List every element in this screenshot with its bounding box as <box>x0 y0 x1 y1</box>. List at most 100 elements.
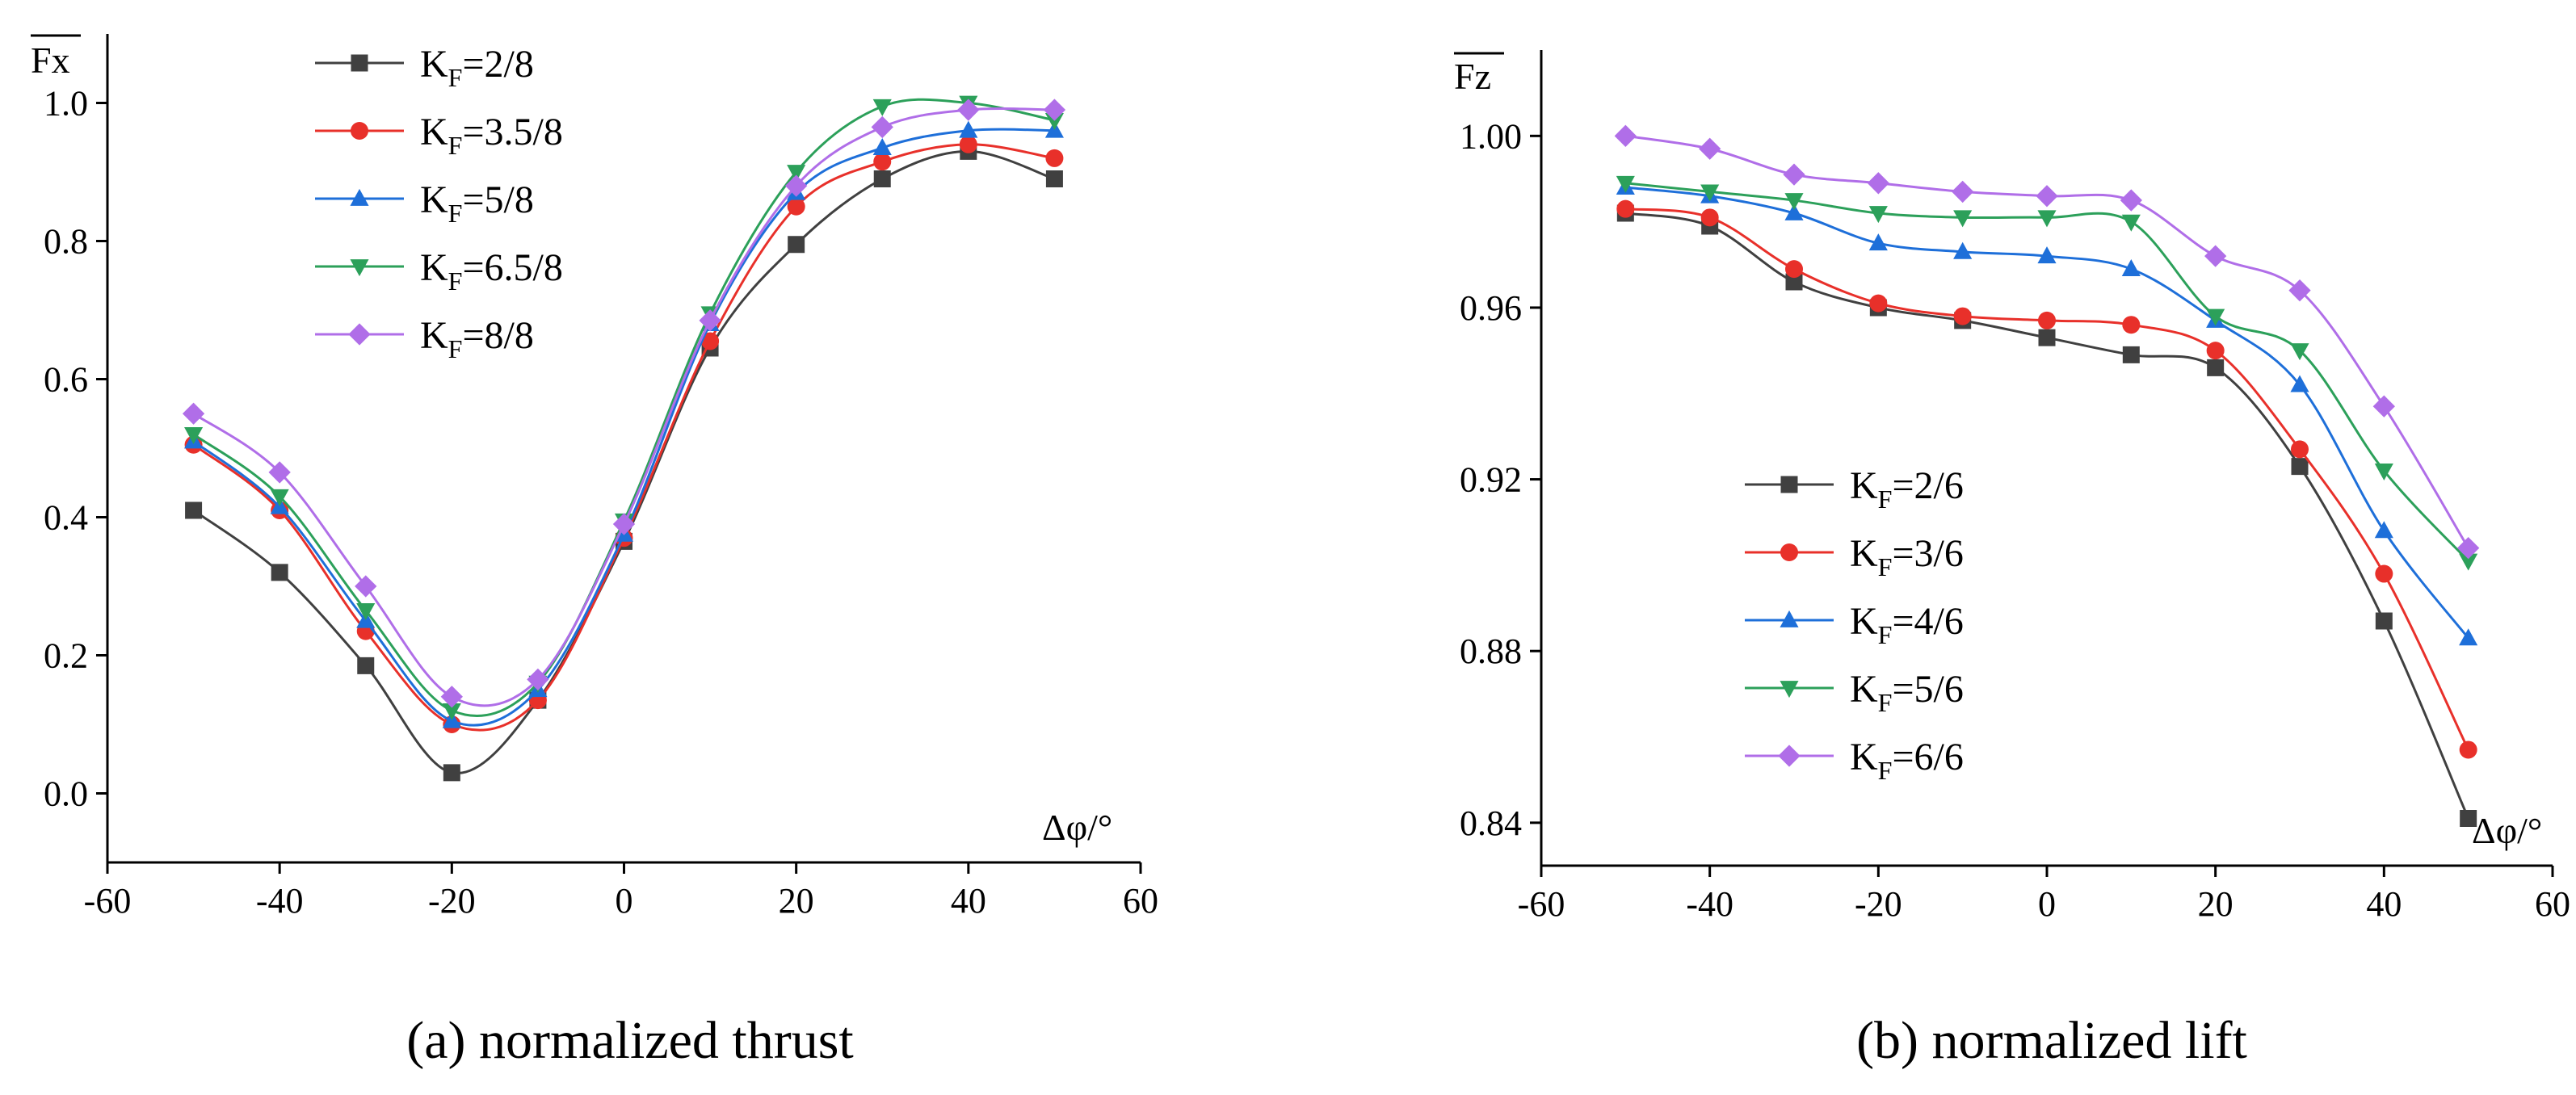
series-group <box>182 95 1066 782</box>
series-1-point-7 <box>788 236 805 254</box>
series-5-point-4 <box>1952 180 1974 203</box>
series-1-point-0 <box>185 501 203 519</box>
series-5-point-7 <box>785 174 808 197</box>
y-tick-label: 0.88 <box>1460 631 1522 671</box>
thrust-chart-panel: 0.0 0.2 0.4 0.6 0.8 1.0 -60 -40 -20 0 20 40 60 Fx Δ… <box>31 34 1158 1070</box>
series-3-point-3 <box>1868 233 1888 251</box>
series-1-point-9 <box>2375 612 2393 630</box>
y-ticks: 0.84 0.88 0.92 0.96 1.00 <box>1460 116 1541 843</box>
series-2-point-8 <box>2291 440 2309 459</box>
series-4-point-0 <box>184 426 204 444</box>
series-5-point-5 <box>2036 185 2058 208</box>
series-4-point-8 <box>2290 343 2309 361</box>
series-2-point-0 <box>1616 199 1635 218</box>
series-5-point-3 <box>1867 172 1889 195</box>
x-tick-label: 60 <box>1123 881 1158 921</box>
x-ticks: -60 -40 -20 0 20 40 60 <box>84 862 1158 921</box>
legend-label: KF=8/8 <box>420 314 534 363</box>
series-3-point-8 <box>872 138 892 155</box>
legend-swatch-point-2 <box>350 188 369 206</box>
series-5-point-9 <box>957 99 980 121</box>
series-3-point-4 <box>1953 241 1973 259</box>
series-3-point-9 <box>2374 521 2393 539</box>
y-tick-label: 0.6 <box>44 360 88 400</box>
legend-item-2: KF=3/6 <box>1745 532 1964 581</box>
series-5-point-2 <box>1783 163 1805 186</box>
x-tick-label: -60 <box>1518 884 1565 924</box>
series-3-line <box>1625 186 2469 640</box>
legend-swatch-point-0 <box>1780 476 1798 493</box>
legend-label: KF=2/6 <box>1850 464 1964 514</box>
series-1-point-8 <box>2291 458 2309 476</box>
series-3-line <box>192 128 1055 727</box>
y-tick-label: 0.8 <box>44 222 88 262</box>
series-5-point-3 <box>440 686 463 708</box>
series-5-point-8 <box>2288 279 2311 302</box>
x-tick-label: 60 <box>2535 884 2570 924</box>
x-tick-label: -40 <box>1686 884 1733 924</box>
legend-label: KF=6.5/8 <box>420 246 563 296</box>
legend-swatch-point-4 <box>1778 745 1801 767</box>
y-axis-label: Fz <box>1454 56 1491 97</box>
series-5-point-1 <box>268 461 291 484</box>
series-5-point-7 <box>2204 245 2227 267</box>
legend-item-5: KF=6/6 <box>1745 736 1964 785</box>
series-4-point-1 <box>270 489 289 506</box>
series-4-point-6 <box>2121 214 2141 232</box>
series-5-point-6 <box>699 309 721 332</box>
legend-swatch-point-2 <box>1780 610 1799 627</box>
series-4-point-10 <box>1044 112 1064 130</box>
series-4-point-3 <box>1868 206 1888 224</box>
x-tick-label: 20 <box>779 881 814 921</box>
series-3-point-2 <box>1784 203 1804 220</box>
series-4-point-1 <box>1700 184 1720 202</box>
y-tick-label: 0.84 <box>1460 803 1522 843</box>
series-4-point-0 <box>1616 175 1635 193</box>
series-2-point-9 <box>959 135 977 153</box>
y-axis-label: Fx <box>31 40 70 81</box>
series-1-point-10 <box>1045 170 1063 188</box>
series-4-line <box>192 98 1055 717</box>
legend-label: KF=3/6 <box>1850 532 1964 581</box>
legend-swatch-point-3 <box>350 259 369 277</box>
series-1-point-3 <box>443 764 460 782</box>
series-3-point-9 <box>959 120 978 138</box>
series-5-point-1 <box>1699 137 1721 160</box>
legend-item-1: KF=2/8 <box>315 43 534 92</box>
series-2-point-5 <box>2038 311 2056 329</box>
series-2-point-8 <box>873 153 892 171</box>
series-3-point-6 <box>2121 259 2141 277</box>
series-3-point-10 <box>2459 628 2478 646</box>
series-2-point-9 <box>2375 564 2393 583</box>
series-1-point-5 <box>2038 329 2056 346</box>
legend-item-4: KF=5/6 <box>1745 668 1964 717</box>
series-2-point-3 <box>1869 294 1888 313</box>
series-4-point-8 <box>872 99 892 116</box>
series-4-point-2 <box>1784 193 1804 211</box>
series-2-point-1 <box>1700 208 1719 227</box>
series-5-point-8 <box>871 115 893 139</box>
series-1-line <box>1625 212 2470 820</box>
y-tick-label: 0.4 <box>44 498 88 538</box>
legend-swatch-point-0 <box>351 54 368 72</box>
y-tick-label: 0.96 <box>1460 288 1522 328</box>
legend-item-3: KF=5/8 <box>315 178 534 228</box>
series-5-point-4 <box>527 668 549 691</box>
y-tick-label: 1.00 <box>1460 116 1522 156</box>
chart-caption: (b) normalized lift <box>1856 1011 2247 1070</box>
chart-caption: (a) normalized thrust <box>406 1011 853 1070</box>
series-2-point-7 <box>787 197 805 216</box>
x-tick-label: 0 <box>2038 884 2056 924</box>
legend-swatch-point-3 <box>1780 681 1799 699</box>
series-4-point-7 <box>2206 308 2225 326</box>
y-tick-label: 0.0 <box>44 774 88 814</box>
series-2-point-2 <box>1785 260 1803 279</box>
series-1-point-10 <box>2460 810 2477 828</box>
series-4-point-9 <box>2374 464 2393 481</box>
series-4-point-10 <box>2459 553 2478 571</box>
series-2-line <box>192 143 1055 732</box>
series-2-point-7 <box>2206 342 2225 360</box>
series-1-point-2 <box>1785 273 1803 291</box>
series-1-point-7 <box>2207 359 2225 376</box>
legend-label: KF=5/6 <box>1850 668 1964 717</box>
